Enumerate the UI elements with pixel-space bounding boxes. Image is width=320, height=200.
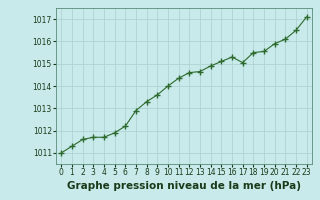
X-axis label: Graphe pression niveau de la mer (hPa): Graphe pression niveau de la mer (hPa) — [67, 181, 301, 191]
